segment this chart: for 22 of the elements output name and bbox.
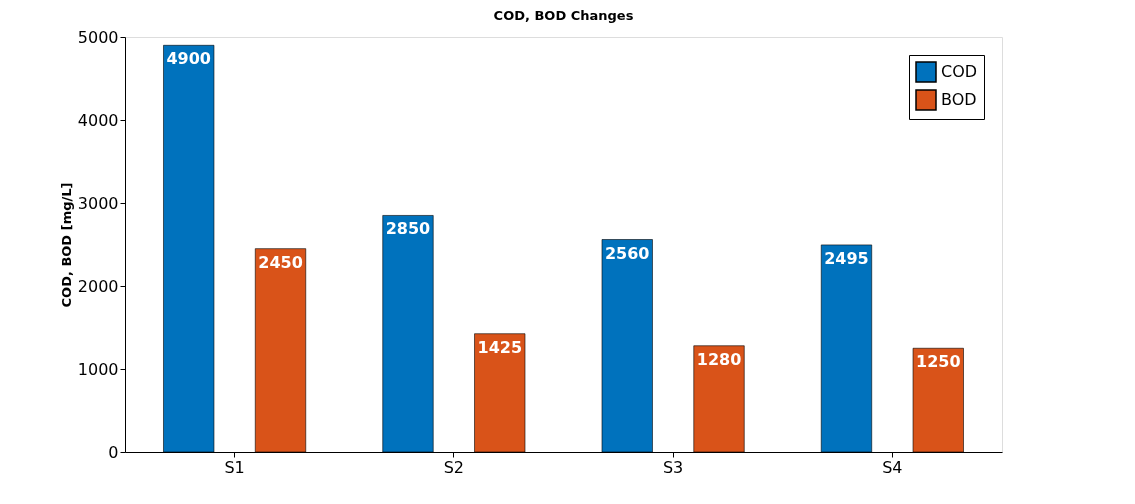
y-axis-title: COD, BOD [mg/L]	[58, 182, 74, 308]
data-label: 4900	[166, 49, 211, 69]
y-tick-label: 0	[108, 442, 119, 462]
y-tick-label: 3000	[77, 193, 119, 213]
data-label: 2560	[604, 243, 650, 263]
x-tick-label: S2	[443, 457, 465, 477]
data-label: 1250	[916, 352, 961, 372]
data-label: 1425	[477, 337, 523, 357]
data-label: 2450	[258, 252, 303, 272]
x-tick-label: S4	[882, 457, 903, 477]
x-tick-label: S1	[224, 457, 245, 477]
legend-label: BOD	[941, 90, 977, 109]
y-tick-label: 4000	[77, 110, 119, 130]
data-label: 1280	[696, 349, 742, 369]
data-label: 2495	[824, 248, 869, 268]
y-tick-label: 5000	[77, 27, 119, 47]
y-tick-label: 2000	[77, 276, 119, 296]
legend-label: COD	[941, 62, 978, 81]
x-tick-label: S3	[662, 457, 684, 477]
data-label: 2850	[385, 219, 431, 239]
chart-title: COD, BOD Changes	[493, 8, 634, 23]
y-tick-label: 1000	[77, 359, 119, 379]
